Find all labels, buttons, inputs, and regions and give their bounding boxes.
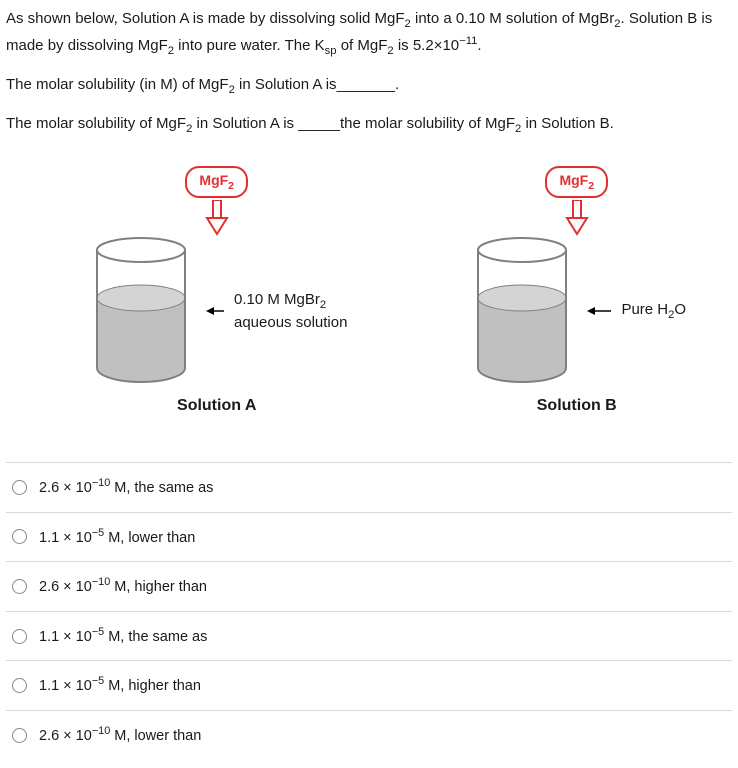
solution-a-group: MgF2 0.10 M MgBr2aqueous solution Soluti… (86, 166, 347, 419)
answer-option[interactable]: 2.6 × 10−10 M, higher than (6, 561, 732, 611)
radio-icon (12, 480, 27, 495)
radio-icon (12, 678, 27, 693)
left-arrow-icon (587, 306, 611, 316)
solution-b-caption: Pure H2O (621, 300, 686, 323)
answer-option[interactable]: 2.6 × 10−10 M, lower than (6, 710, 732, 760)
question-p2: The molar solubility (in M) of MgF2 in S… (6, 74, 732, 99)
radio-icon (12, 728, 27, 743)
option-label: 1.1 × 10−5 M, higher than (39, 673, 201, 698)
answer-option[interactable]: 1.1 × 10−5 M, higher than (6, 660, 732, 710)
beaker-b-icon (467, 236, 577, 386)
solution-a-caption: 0.10 M MgBr2aqueous solution (234, 290, 347, 332)
question-text: As shown below, Solution A is made by di… (6, 8, 732, 138)
option-label: 2.6 × 10−10 M, the same as (39, 475, 213, 500)
option-label: 2.6 × 10−10 M, lower than (39, 723, 201, 748)
answer-option[interactable]: 1.1 × 10−5 M, the same as (6, 611, 732, 661)
answer-option[interactable]: 1.1 × 10−5 M, lower than (6, 512, 732, 562)
down-arrow-icon (561, 200, 593, 236)
answer-option[interactable]: 2.6 × 10−10 M, the same as (6, 462, 732, 512)
option-label: 2.6 × 10−10 M, higher than (39, 574, 207, 599)
beaker-a-icon (86, 236, 196, 386)
question-p1: As shown below, Solution A is made by di… (6, 8, 732, 60)
solution-b-group: MgF2 Pure H2O Solution B (467, 166, 686, 419)
radio-icon (12, 529, 27, 544)
option-label: 1.1 × 10−5 M, lower than (39, 525, 195, 550)
radio-icon (12, 579, 27, 594)
option-label: 1.1 × 10−5 M, the same as (39, 624, 207, 649)
solution-b-name: Solution B (537, 394, 617, 418)
question-p3: The molar solubility of MgF2 in Solution… (6, 113, 732, 138)
solution-a-name: Solution A (177, 394, 256, 418)
compound-badge-a: MgF2 (185, 166, 248, 199)
left-arrow-icon (206, 306, 224, 316)
compound-badge-b: MgF2 (545, 166, 608, 199)
down-arrow-icon (201, 200, 233, 236)
radio-icon (12, 629, 27, 644)
answer-options: 2.6 × 10−10 M, the same as 1.1 × 10−5 M,… (6, 462, 732, 759)
diagram-area: MgF2 0.10 M MgBr2aqueous solution Soluti… (6, 152, 732, 439)
